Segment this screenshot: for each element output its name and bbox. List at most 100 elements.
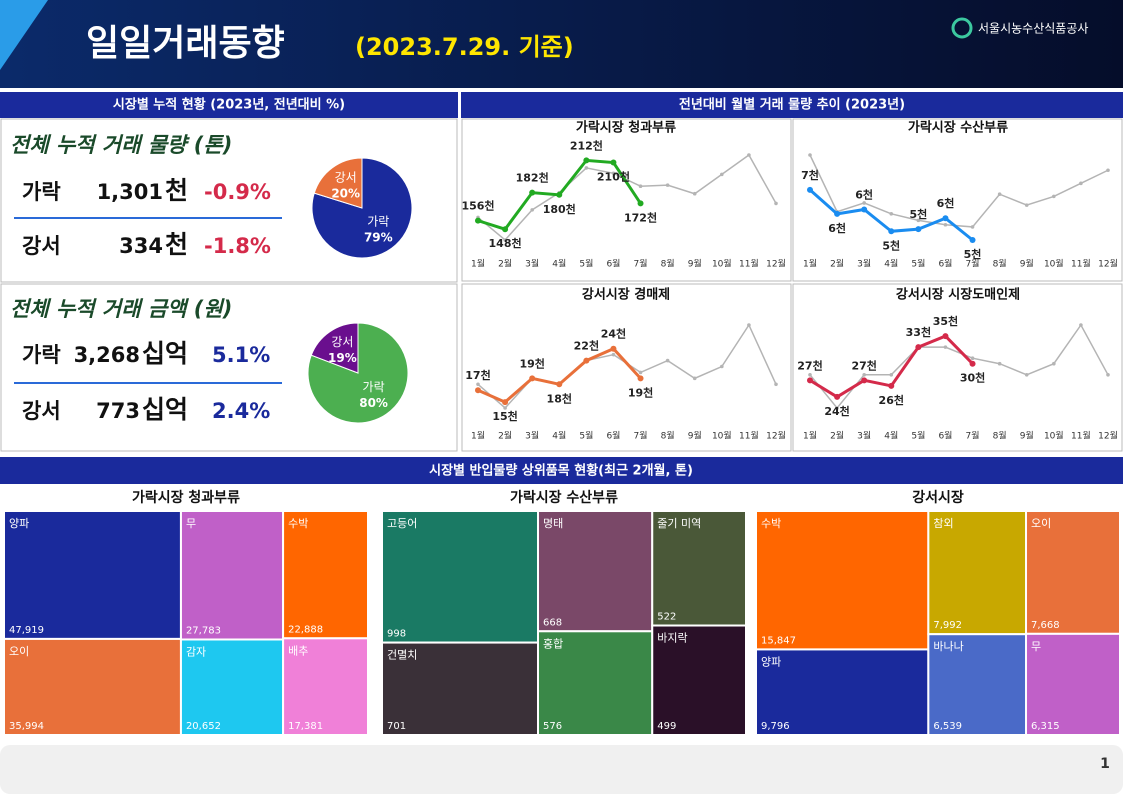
treemap-cell	[651, 624, 747, 736]
cell-name: 수박	[288, 517, 308, 530]
chart-title: 가락시장 수산부류	[908, 120, 1008, 136]
x-tick-label: 12월	[766, 258, 786, 270]
x-tick-label: 4월	[884, 430, 898, 442]
data-label: 172천	[624, 210, 657, 224]
market-label: 가락	[22, 180, 61, 204]
data-label: 6천	[828, 221, 846, 235]
cell-name: 줄기 미역	[657, 517, 701, 530]
cell-name: 감자	[186, 645, 206, 658]
point	[834, 393, 841, 400]
point	[475, 217, 481, 224]
data-label: 7천	[801, 168, 819, 182]
x-tick-label: 6월	[938, 430, 952, 442]
market-label: 강서	[22, 234, 61, 258]
point	[915, 226, 922, 233]
unit: 십억	[142, 339, 188, 368]
cell-name: 무	[186, 517, 196, 530]
slice-value: 80%	[359, 396, 388, 410]
x-tick-label: 2월	[830, 430, 844, 442]
x-tick-label: 11월	[739, 430, 759, 442]
x-tick-label: 11월	[1071, 258, 1091, 270]
x-tick-label: 6월	[606, 258, 620, 270]
amount: 334	[119, 234, 163, 258]
data-label: 212천	[570, 138, 603, 152]
slice-value: 20%	[331, 186, 360, 200]
data-label: 180천	[543, 202, 576, 216]
treemap-cell	[651, 510, 747, 627]
point	[529, 189, 536, 196]
x-tick-label: 6월	[938, 258, 952, 270]
point	[583, 157, 590, 164]
x-tick-label: 1월	[471, 258, 485, 270]
chart-title: 가락시장 수산부류	[510, 489, 618, 506]
x-tick-label: 8월	[993, 258, 1007, 270]
cell-value: 15,847	[761, 635, 796, 646]
point	[774, 201, 778, 206]
section-bar	[0, 92, 458, 118]
cell-value: 9,796	[761, 721, 790, 732]
pie-slice	[307, 322, 409, 424]
point	[502, 399, 509, 406]
page-title: 일일거래동향	[86, 23, 285, 64]
point	[807, 377, 813, 384]
point	[1106, 373, 1110, 377]
x-tick-label: 7월	[966, 430, 980, 442]
point	[502, 226, 509, 233]
cell-value: 701	[387, 721, 406, 732]
x-tick-label: 10월	[712, 258, 732, 270]
panel	[461, 118, 792, 282]
cell-value: 522	[657, 612, 676, 623]
x-tick-label: 4월	[884, 258, 898, 270]
data-label: 6천	[855, 187, 873, 201]
x-tick-label: 5월	[911, 258, 925, 270]
section-bar	[461, 92, 1123, 118]
data-label: 33천	[906, 325, 931, 339]
panel	[792, 283, 1123, 452]
point	[916, 218, 921, 223]
point	[720, 172, 724, 177]
data-label: 5천	[909, 207, 927, 221]
slice-name: 강서	[331, 335, 353, 349]
cell-name: 고등어	[387, 517, 417, 530]
point	[556, 381, 563, 388]
point	[638, 184, 643, 189]
cell-name: 홍합	[543, 636, 563, 650]
treemap-cell	[381, 510, 540, 644]
footer	[0, 745, 1123, 794]
x-tick-label: 10월	[1044, 430, 1064, 442]
data-label: 5천	[964, 247, 982, 261]
data-label: 24천	[601, 327, 626, 341]
org-name: 서울시농수산식품공사	[978, 22, 1088, 36]
amount: 3,268	[74, 343, 140, 367]
change: -1.8%	[204, 234, 271, 258]
point	[970, 356, 975, 361]
cell-value: 668	[543, 617, 562, 628]
cell-name: 무	[1031, 640, 1041, 653]
treemap-cell	[282, 510, 369, 640]
point	[943, 345, 948, 349]
point	[835, 406, 839, 410]
cell-value: 47,919	[9, 625, 44, 636]
change: 2.4%	[212, 399, 270, 423]
x-tick-label: 8월	[993, 430, 1007, 442]
point	[665, 183, 670, 187]
unit: 천	[165, 230, 188, 259]
cell-name: 바지락	[657, 632, 687, 645]
panel	[0, 118, 458, 283]
point	[861, 206, 868, 213]
panel	[461, 283, 792, 452]
point	[503, 406, 507, 410]
treemap-cell	[537, 510, 654, 633]
cell-value: 7,992	[933, 620, 962, 631]
unit: 천	[165, 176, 188, 205]
point	[862, 373, 866, 377]
cell-value: 6,315	[1031, 721, 1060, 732]
cell-name: 배추	[288, 644, 308, 657]
x-tick-label: 3월	[857, 258, 871, 270]
cell-name: 수박	[761, 517, 781, 530]
x-tick-label: 8월	[661, 258, 675, 270]
x-tick-label: 5월	[579, 258, 593, 270]
x-tick-label: 8월	[661, 430, 675, 442]
x-tick-label: 5월	[911, 430, 925, 442]
x-tick-label: 9월	[688, 430, 702, 442]
